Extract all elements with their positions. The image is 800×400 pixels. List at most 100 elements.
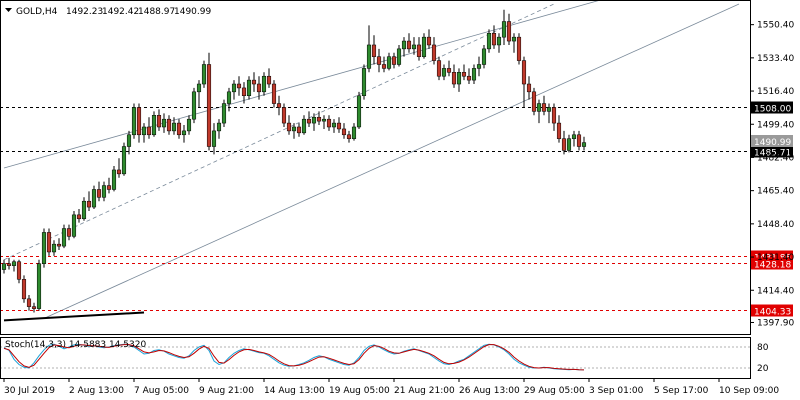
candle-body — [16, 261, 22, 280]
x-tick-label: 21 Aug 21:00 — [394, 386, 455, 396]
candle-body — [351, 126, 357, 139]
candle-body — [386, 56, 392, 69]
candle-body — [216, 122, 222, 132]
candle-body — [406, 40, 412, 50]
x-tick-label: 29 Aug 05:00 — [524, 386, 585, 396]
collapse-triangle-icon[interactable] — [5, 8, 12, 12]
ohlc-low: 1488.97 — [138, 7, 175, 17]
candle-body — [186, 118, 192, 132]
level-tag-bg — [751, 257, 793, 270]
price-tag-bg — [751, 135, 793, 147]
candle-body — [521, 60, 527, 85]
candle-body — [366, 44, 372, 69]
candle-body — [11, 261, 17, 266]
candle-body — [261, 75, 267, 93]
y-tick-label: 1465.40 — [757, 187, 794, 197]
candle-body — [231, 83, 237, 93]
candle-body — [321, 118, 327, 122]
candle-body — [306, 118, 312, 124]
candle-body — [456, 72, 462, 85]
candle-body — [571, 134, 577, 139]
candle-body — [431, 44, 437, 61]
candle-body — [381, 64, 387, 69]
x-tick-label: 5 Sep 17:00 — [654, 386, 709, 396]
channel-upper-line — [3, 0, 602, 169]
candle-body — [266, 75, 272, 85]
candle-body — [206, 64, 212, 147]
candle-body — [46, 232, 52, 253]
candle-body — [6, 263, 12, 266]
candle-body — [501, 21, 507, 38]
chart-header: GOLD,H4 1492.23 1492.42 1488.97 1490.99 — [5, 7, 211, 17]
candle-body — [341, 128, 347, 136]
candle-body — [316, 116, 322, 122]
symbol-label: GOLD,H4 — [16, 7, 58, 17]
y-tick-label: 1482.40 — [757, 153, 794, 163]
candle-body — [516, 36, 522, 61]
support-trend-line — [3, 311, 145, 322]
y-tick-label: 1550.40 — [757, 21, 794, 31]
candle-body — [436, 60, 442, 77]
candle-body — [61, 228, 67, 247]
price-panel-frame — [0, 0, 751, 335]
candle-body — [131, 107, 137, 136]
candle-body — [561, 138, 567, 151]
level-tag-label: 1485.71 — [754, 149, 791, 159]
candle-body — [126, 134, 132, 147]
candle-body — [511, 36, 517, 42]
x-tick-label: 10 Sep 09:00 — [719, 386, 779, 396]
candle-body — [76, 214, 82, 220]
candle-body — [256, 83, 262, 93]
candle-body — [176, 122, 182, 136]
y-tick-label: 1431.40 — [757, 253, 794, 263]
candle-body — [41, 232, 47, 264]
candle-body — [171, 122, 177, 132]
candle-body — [411, 44, 417, 50]
candle-body — [416, 44, 422, 57]
candle-body — [476, 64, 482, 69]
candle-body — [146, 126, 152, 136]
candle-body — [426, 36, 432, 46]
candle-body — [116, 169, 122, 175]
candle-body — [101, 185, 107, 198]
y-tick-label: 1533.40 — [757, 54, 794, 64]
candle-body — [56, 243, 62, 247]
candle-body — [471, 68, 477, 81]
level-tag-bg — [751, 145, 793, 158]
candle-body — [401, 40, 407, 50]
candle-body — [26, 298, 32, 307]
price-tag-label: 1490.99 — [754, 138, 791, 148]
candle-body — [461, 72, 467, 77]
x-tick-label: 9 Aug 21:00 — [199, 386, 254, 396]
x-tick-label: 3 Sep 01:00 — [589, 386, 644, 396]
stoch-panel-frame — [0, 337, 751, 379]
candle-body — [161, 118, 167, 128]
y-tick-label: 1397.90 — [757, 318, 794, 328]
candle-body — [291, 126, 297, 132]
candle-body — [226, 91, 232, 104]
candle-body — [391, 56, 397, 65]
candle-body — [236, 83, 242, 89]
candle-body — [181, 130, 187, 136]
stoch-level-label: 20 — [757, 364, 769, 374]
candle-body — [346, 134, 352, 139]
candle-body — [581, 142, 587, 147]
level-tag-label: 1404.33 — [754, 308, 791, 318]
candle-body — [1, 263, 7, 270]
stoch-signal-line — [3, 344, 585, 371]
candle-body — [296, 126, 302, 134]
level-tag-label: 1428.18 — [754, 261, 791, 271]
level-tag-bg — [751, 304, 793, 317]
candle-body — [451, 72, 457, 85]
candle-body — [301, 118, 307, 134]
x-tick-label: 19 Aug 05:00 — [329, 386, 390, 396]
candle-body — [71, 214, 77, 237]
level-tag-bg — [751, 101, 793, 114]
candle-body — [486, 32, 492, 50]
candle-body — [331, 122, 337, 128]
candle-body — [81, 200, 87, 220]
candle-body — [446, 68, 452, 73]
candle-body — [271, 83, 277, 104]
candle-body — [536, 103, 542, 112]
candle-body — [121, 146, 127, 175]
